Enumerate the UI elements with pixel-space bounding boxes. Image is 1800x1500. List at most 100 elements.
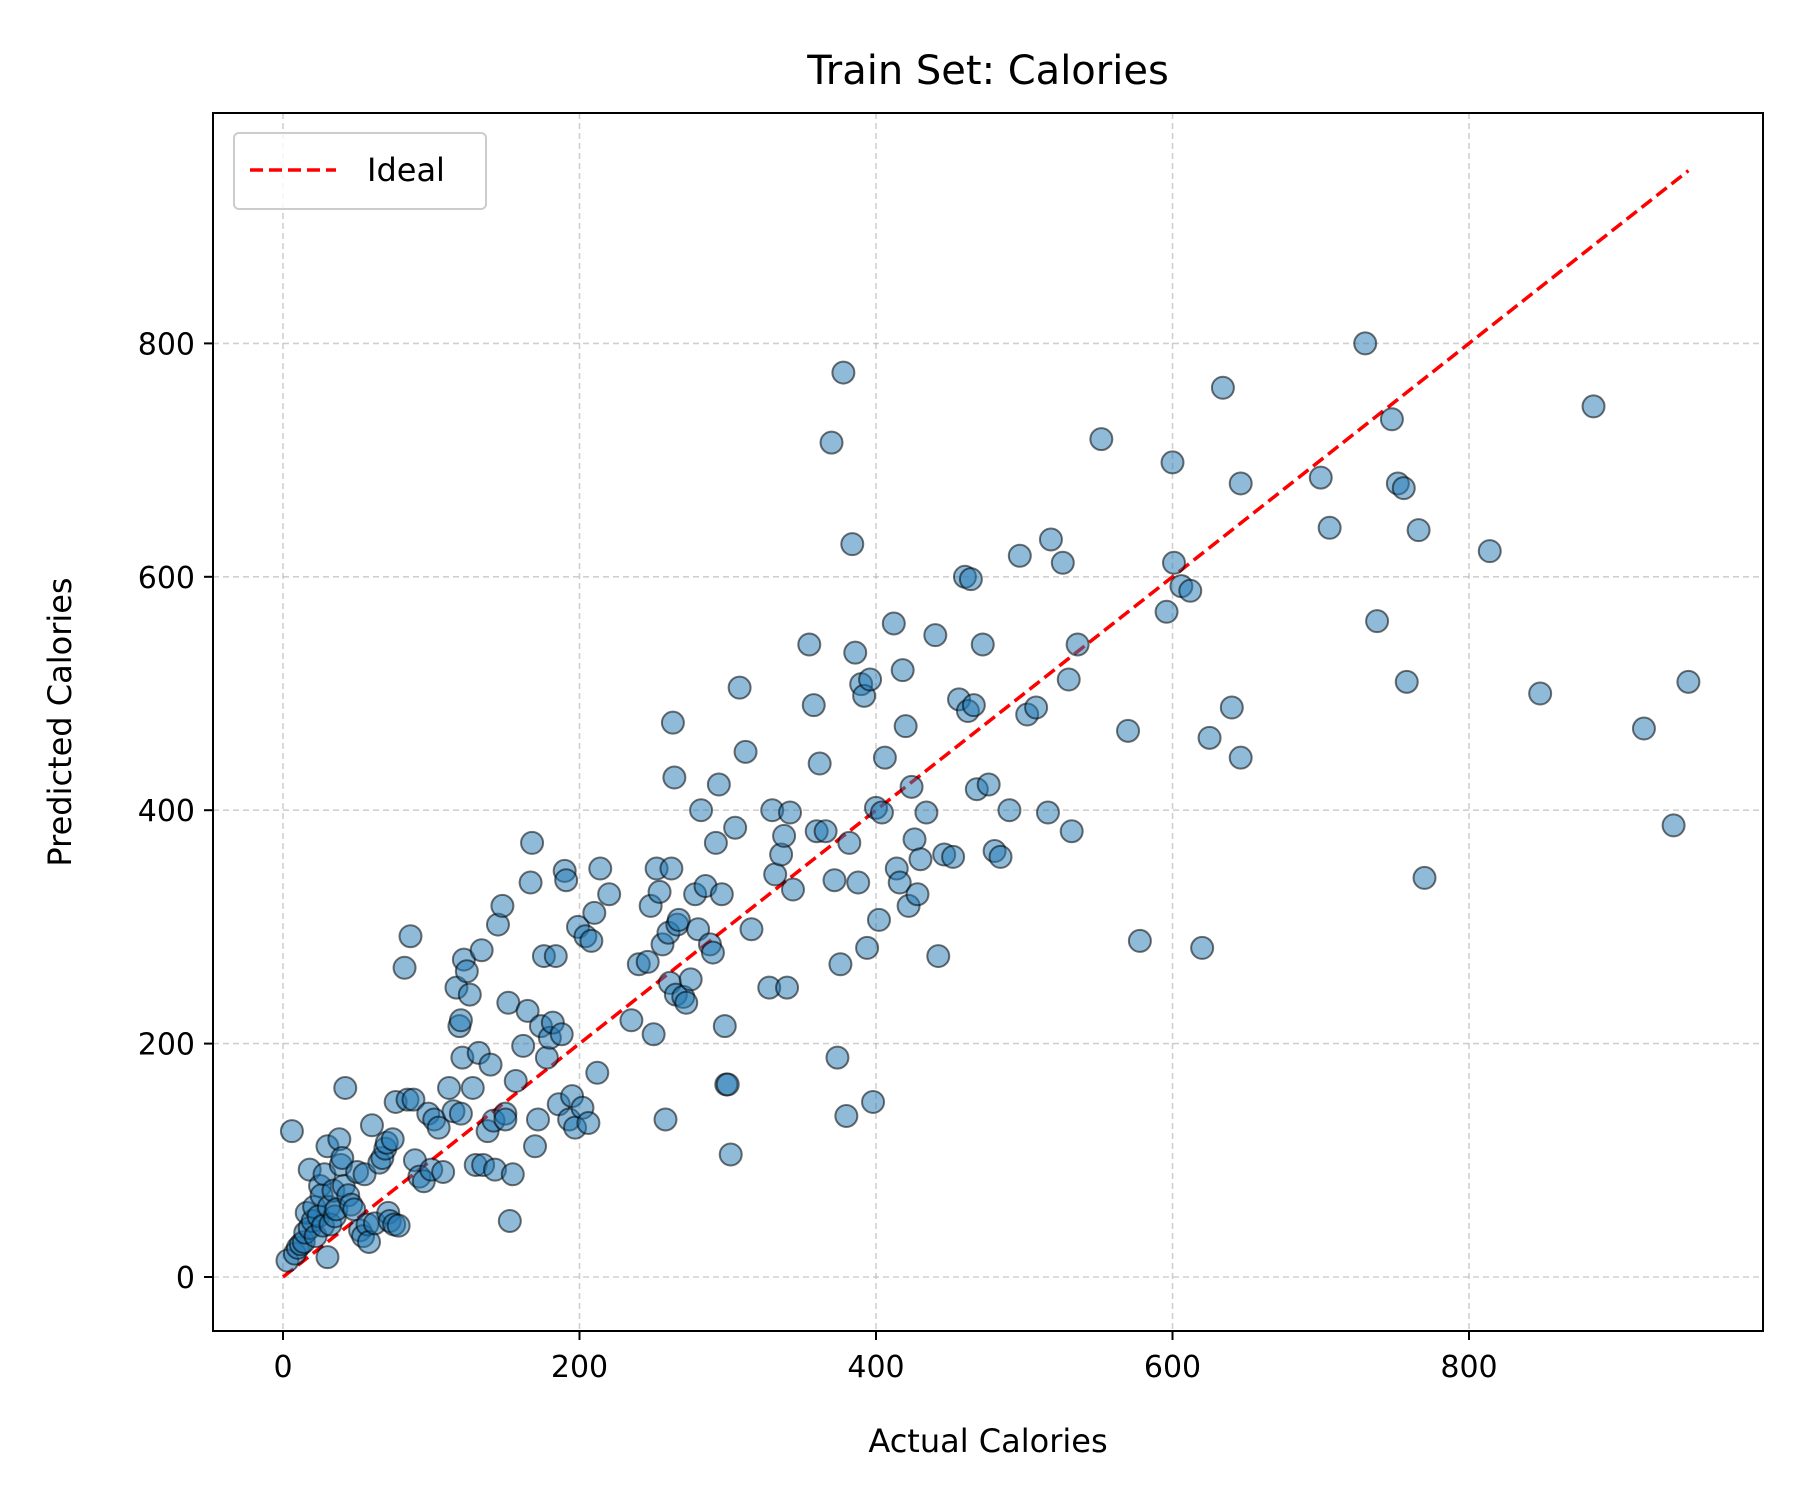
y-tick-label: 600	[138, 561, 195, 596]
data-point	[1676, 669, 1701, 694]
legend-box	[233, 132, 487, 210]
data-point	[1178, 578, 1203, 603]
x-tick-label: 0	[273, 1350, 292, 1385]
x-axis-label: Actual Calories	[868, 1422, 1107, 1460]
data-point	[861, 1089, 886, 1114]
data-point	[881, 611, 906, 636]
data-point	[469, 938, 494, 963]
data-point	[1412, 865, 1437, 890]
data-point	[1116, 718, 1141, 743]
data-point	[426, 1115, 451, 1140]
data-point	[1160, 450, 1185, 475]
data-point	[887, 870, 912, 895]
data-point	[653, 1107, 678, 1132]
data-point	[380, 1127, 405, 1152]
data-point	[525, 1107, 550, 1132]
y-tick-label: 800	[138, 327, 195, 362]
data-point	[834, 1103, 859, 1128]
data-point	[1038, 527, 1063, 552]
chart-title: Train Set: Calories	[806, 48, 1169, 94]
data-point	[997, 798, 1022, 823]
data-point	[1353, 331, 1378, 356]
x-tick-label: 400	[847, 1350, 904, 1385]
data-point	[902, 827, 927, 852]
data-point	[1631, 716, 1656, 741]
data-point	[775, 975, 800, 1000]
data-point	[315, 1245, 340, 1270]
data-point	[899, 774, 924, 799]
data-point	[739, 917, 764, 942]
data-point	[780, 877, 805, 902]
data-point	[549, 1022, 574, 1047]
y-axis-ticks: 0 200 400 600 800	[138, 327, 213, 1296]
data-point	[772, 823, 797, 848]
data-point	[1391, 476, 1416, 501]
data-point	[831, 360, 856, 385]
y-tick-label: 400	[138, 794, 195, 829]
data-point	[490, 893, 515, 918]
data-point	[515, 998, 540, 1023]
data-point	[700, 940, 725, 965]
data-point	[858, 667, 883, 692]
data-point	[554, 868, 579, 893]
data-point	[1528, 681, 1553, 706]
data-point	[497, 1208, 522, 1233]
data-point	[279, 1119, 304, 1144]
data-point	[813, 819, 838, 844]
data-point	[828, 952, 853, 977]
plot-frame	[212, 112, 1764, 1332]
data-point	[855, 935, 880, 960]
data-point	[822, 868, 847, 893]
data-point	[662, 765, 687, 790]
data-point	[460, 1075, 485, 1100]
data-point	[1406, 518, 1431, 543]
data-point	[961, 693, 986, 718]
data-point	[718, 1142, 743, 1167]
data-point	[1379, 407, 1404, 432]
data-point	[801, 693, 826, 718]
data-point	[1581, 394, 1606, 419]
data-point	[1210, 375, 1235, 400]
data-point	[457, 982, 482, 1007]
data-point	[597, 882, 622, 907]
data-point	[923, 623, 948, 648]
data-point	[1056, 667, 1081, 692]
data-point	[715, 1072, 740, 1097]
data-point	[619, 1008, 644, 1033]
data-point	[807, 751, 832, 776]
data-point	[576, 1110, 601, 1135]
data-point	[843, 640, 868, 665]
data-point	[914, 800, 939, 825]
x-axis-ticks: 0 200 400 600 800	[273, 1331, 1498, 1385]
data-point	[579, 928, 604, 953]
data-point	[869, 800, 894, 825]
data-point	[797, 632, 822, 657]
data-point	[846, 870, 871, 895]
data-point	[837, 830, 862, 855]
data-point	[709, 882, 734, 907]
x-tick-label: 800	[1440, 1350, 1497, 1385]
data-point	[1059, 819, 1084, 844]
data-point	[926, 944, 951, 969]
data-point	[523, 1134, 548, 1159]
data-point	[666, 907, 691, 932]
data-point	[872, 745, 897, 770]
data-point	[674, 990, 699, 1015]
data-point	[330, 1145, 355, 1170]
data-point	[941, 844, 966, 869]
data-point	[1219, 695, 1244, 720]
data-point	[908, 847, 933, 872]
data-point	[534, 1045, 559, 1070]
data-point	[1308, 465, 1333, 490]
data-point	[1228, 745, 1253, 770]
data-point	[819, 430, 844, 455]
data-point	[647, 879, 672, 904]
x-tick-label: 200	[551, 1350, 608, 1385]
data-point	[448, 1008, 473, 1033]
data-point	[437, 1075, 462, 1100]
y-axis-label: Predicted Calories	[41, 577, 79, 866]
data-point	[840, 532, 865, 557]
data-point	[893, 714, 918, 739]
data-point	[825, 1045, 850, 1070]
data-point	[970, 632, 995, 657]
